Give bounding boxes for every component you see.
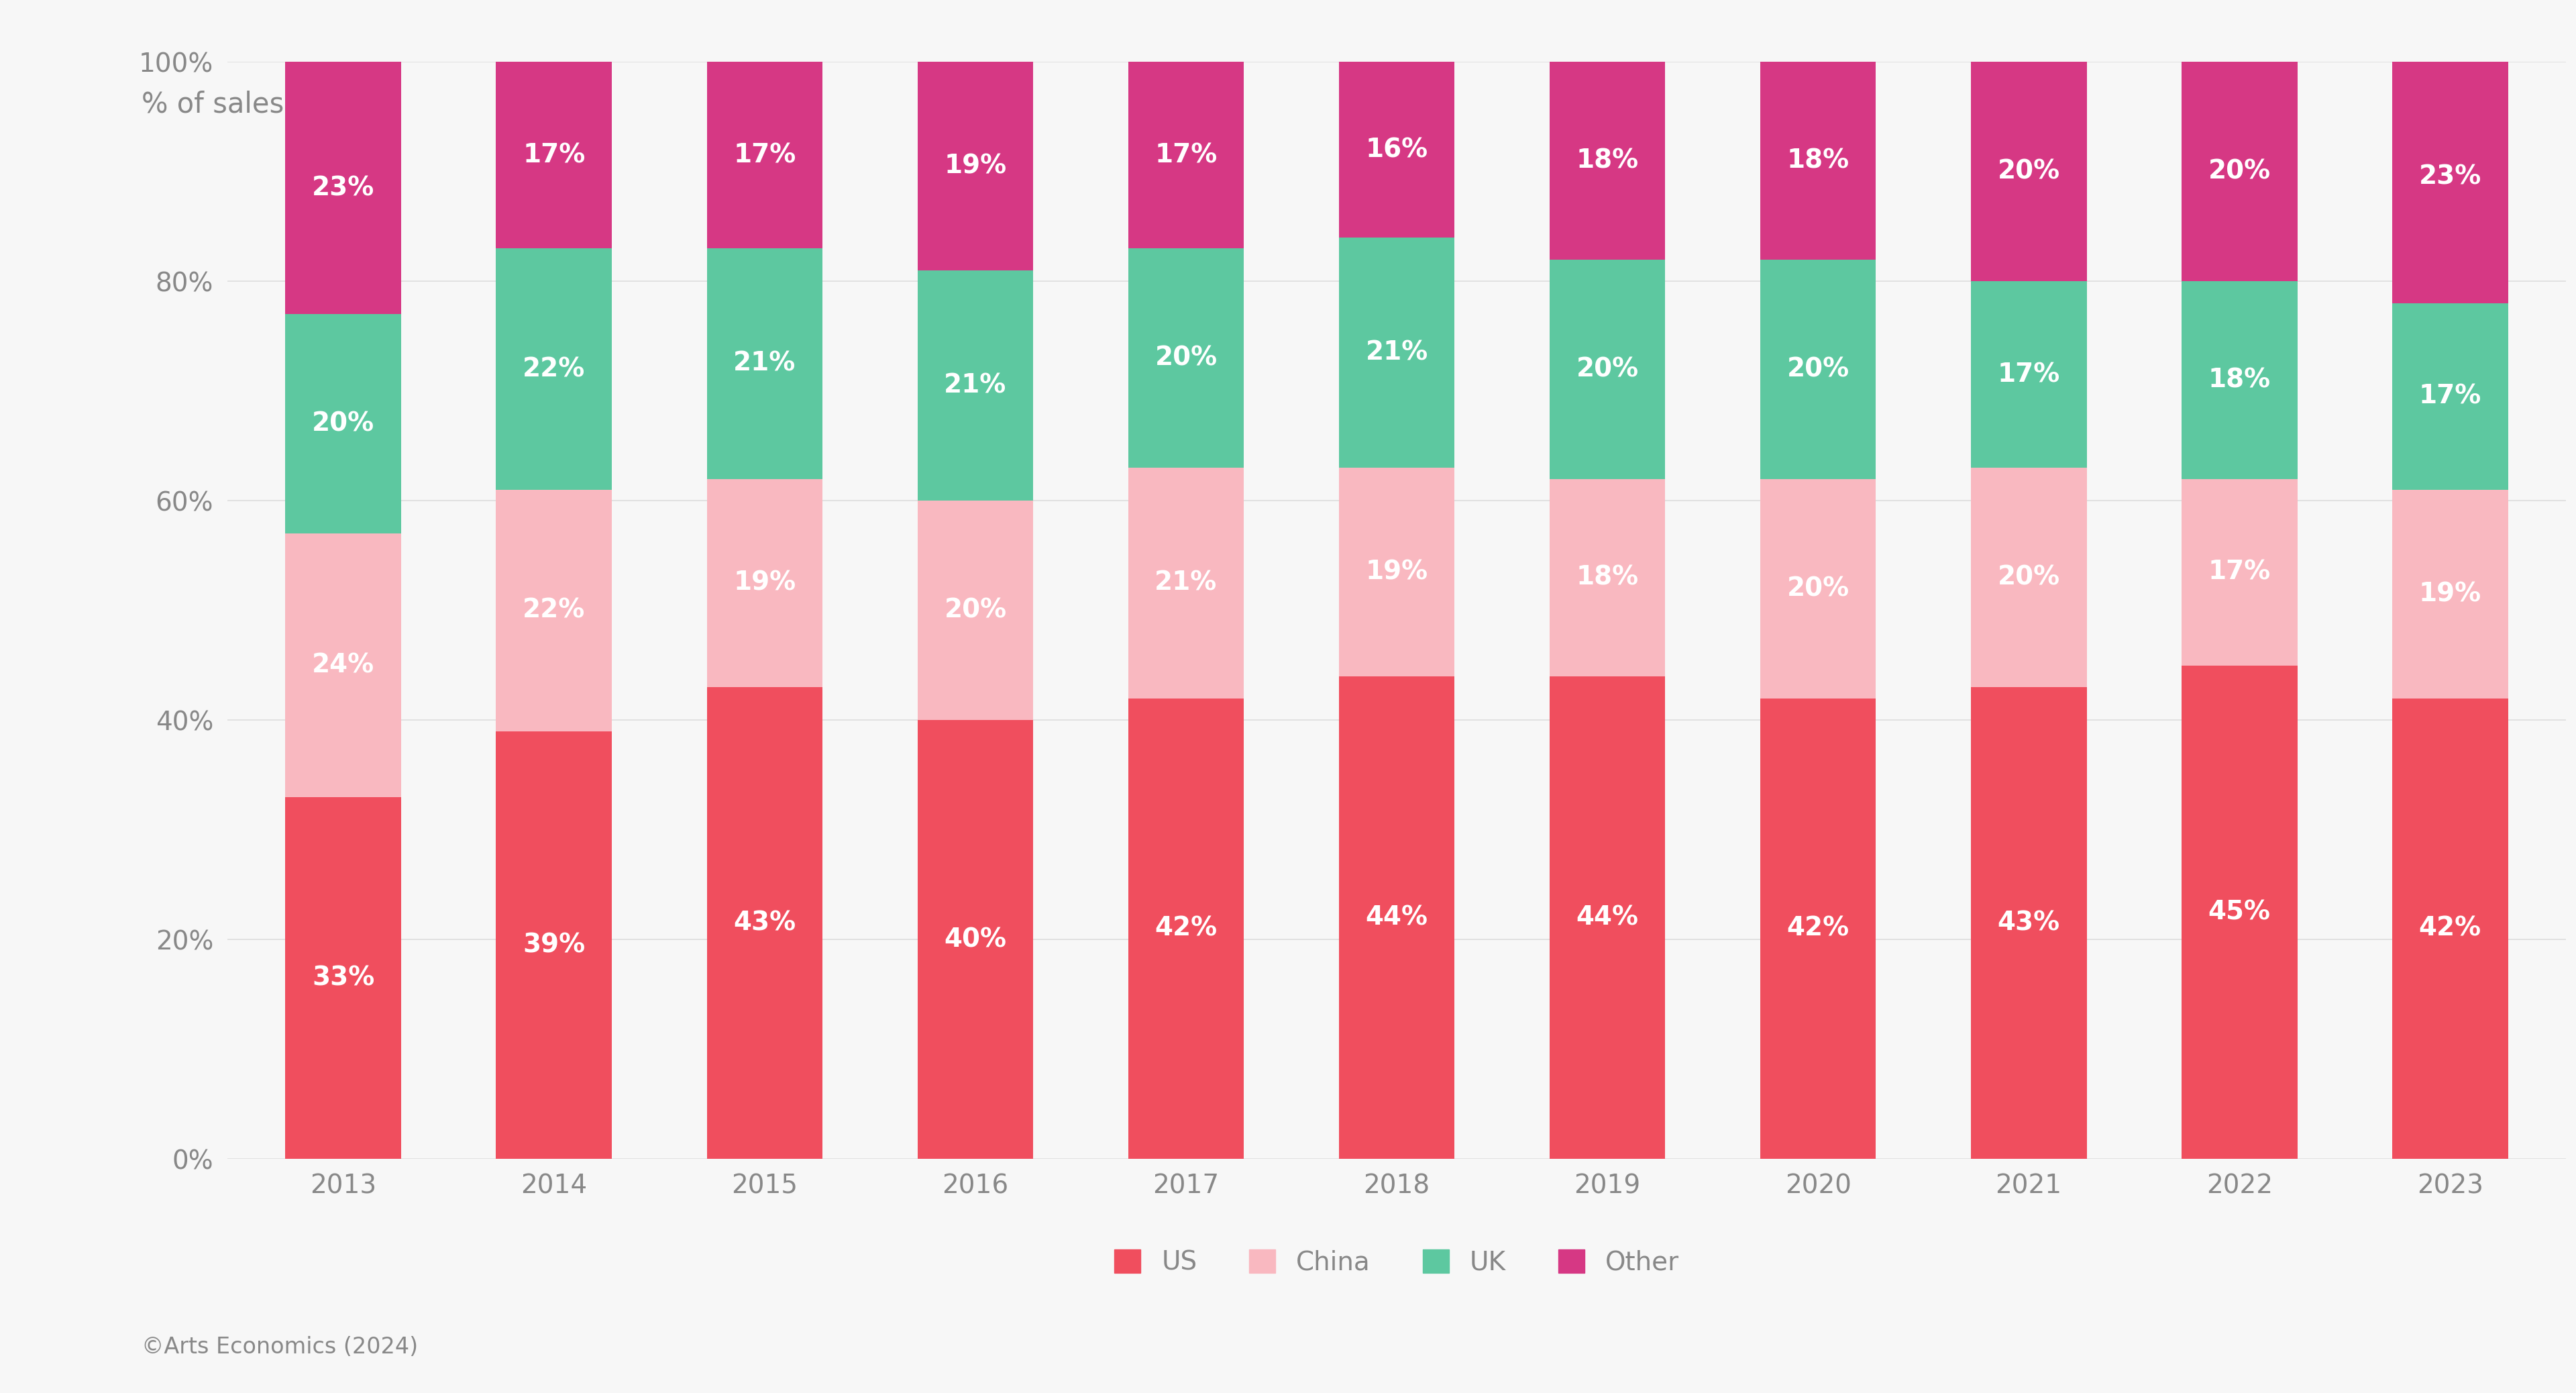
Text: 22%: 22% <box>523 357 585 382</box>
Bar <box>1340 677 1455 1159</box>
Text: 17%: 17% <box>2419 384 2481 410</box>
Bar <box>2182 479 2298 666</box>
Bar <box>497 490 613 731</box>
Bar <box>1759 259 1875 479</box>
Bar <box>1759 61 1875 259</box>
Text: 18%: 18% <box>1577 148 1638 173</box>
Text: 44%: 44% <box>1577 905 1638 931</box>
Bar <box>917 61 1033 270</box>
Text: 18%: 18% <box>1577 564 1638 591</box>
Text: 43%: 43% <box>734 911 796 936</box>
Text: 42%: 42% <box>2419 915 2481 942</box>
Text: 21%: 21% <box>734 351 796 376</box>
Text: 20%: 20% <box>945 598 1007 623</box>
Bar <box>2393 490 2509 698</box>
Text: 20%: 20% <box>1154 345 1218 371</box>
Text: 18%: 18% <box>1788 148 1850 173</box>
Text: 21%: 21% <box>943 373 1007 398</box>
Text: 45%: 45% <box>2208 900 2269 925</box>
Bar <box>1971 281 2087 468</box>
Bar <box>286 61 402 315</box>
Text: 20%: 20% <box>1577 357 1638 382</box>
Bar <box>917 720 1033 1159</box>
Legend: US, China, UK, Other: US, China, UK, Other <box>1103 1237 1692 1289</box>
Bar <box>497 731 613 1159</box>
Bar <box>286 797 402 1159</box>
Text: 19%: 19% <box>734 570 796 596</box>
Text: 19%: 19% <box>1365 560 1427 585</box>
Text: 17%: 17% <box>734 142 796 169</box>
Bar <box>286 534 402 797</box>
Bar <box>1340 237 1455 468</box>
Text: 20%: 20% <box>2208 159 2269 184</box>
Text: 17%: 17% <box>1154 142 1218 169</box>
Text: 24%: 24% <box>312 652 374 678</box>
Bar <box>2182 281 2298 479</box>
Bar <box>1128 468 1244 698</box>
Bar <box>706 479 822 687</box>
Bar <box>497 61 613 248</box>
Bar <box>1548 677 1664 1159</box>
Text: ©Arts Economics (2024): ©Arts Economics (2024) <box>142 1336 417 1358</box>
Bar <box>1971 687 2087 1159</box>
Bar <box>1128 698 1244 1159</box>
Text: 17%: 17% <box>523 142 585 169</box>
Bar <box>917 500 1033 720</box>
Bar <box>1548 61 1664 259</box>
Text: 44%: 44% <box>1365 905 1427 931</box>
Bar <box>2393 52 2509 304</box>
Text: 17%: 17% <box>2208 560 2269 585</box>
Bar <box>2393 304 2509 490</box>
Bar <box>2393 698 2509 1159</box>
Text: 23%: 23% <box>312 176 374 201</box>
Text: 20%: 20% <box>1788 575 1850 602</box>
Bar <box>1548 479 1664 677</box>
Text: 39%: 39% <box>523 932 585 958</box>
Text: 21%: 21% <box>1365 340 1427 365</box>
Text: 20%: 20% <box>1996 159 2061 184</box>
Text: 20%: 20% <box>1788 357 1850 382</box>
Text: 17%: 17% <box>1996 362 2061 387</box>
Bar <box>1971 61 2087 281</box>
Text: 19%: 19% <box>945 153 1007 178</box>
Text: 42%: 42% <box>1788 915 1850 942</box>
Text: 20%: 20% <box>1996 564 2061 591</box>
Bar <box>497 248 613 490</box>
Bar <box>1759 698 1875 1159</box>
Bar <box>917 270 1033 500</box>
Bar <box>286 315 402 534</box>
Text: 42%: 42% <box>1154 915 1218 942</box>
Text: 18%: 18% <box>2208 368 2269 393</box>
Text: 23%: 23% <box>2419 164 2481 189</box>
Bar <box>2182 666 2298 1159</box>
Bar <box>706 61 822 248</box>
Bar <box>1128 248 1244 468</box>
Text: 20%: 20% <box>312 411 374 437</box>
Bar <box>1340 61 1455 237</box>
Bar <box>1971 468 2087 687</box>
Text: % of sales: % of sales <box>142 91 283 118</box>
Text: 19%: 19% <box>2419 581 2481 607</box>
Bar <box>1548 259 1664 479</box>
Bar <box>1128 61 1244 248</box>
Text: 16%: 16% <box>1365 137 1427 163</box>
Bar <box>2182 61 2298 281</box>
Text: 22%: 22% <box>523 598 585 623</box>
Bar <box>706 248 822 479</box>
Text: 33%: 33% <box>312 965 374 990</box>
Bar <box>706 687 822 1159</box>
Bar <box>1759 479 1875 698</box>
Bar <box>1340 468 1455 677</box>
Text: 43%: 43% <box>1996 911 2061 936</box>
Text: 21%: 21% <box>1154 570 1218 596</box>
Text: 40%: 40% <box>945 926 1007 953</box>
